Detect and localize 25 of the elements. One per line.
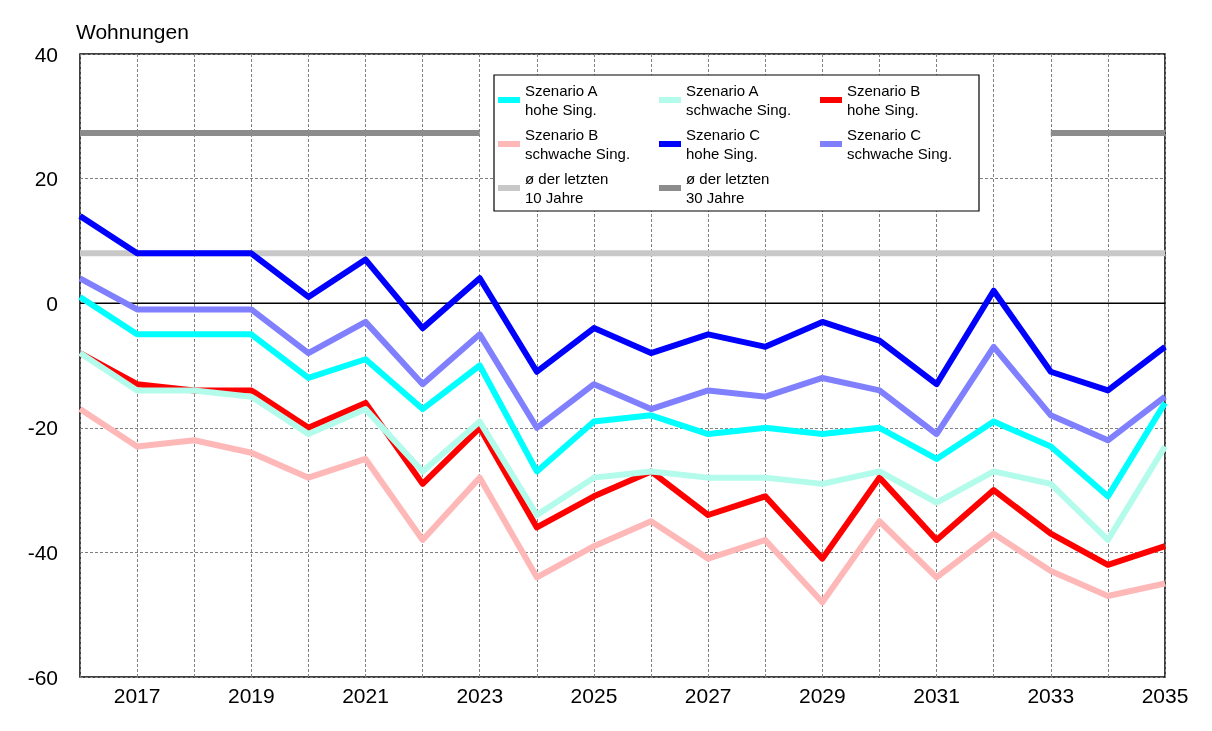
y-tick-label: 0 [46,291,58,315]
legend-label: Szenario C schwache Sing. [847,126,953,162]
y-tick-label: 40 [34,42,58,66]
legend-label: Szenario A schwache Sing. [686,82,792,118]
y-tick-label: -60 [27,665,58,689]
y-tick-label: -20 [27,416,58,440]
y-tick-label: 20 [34,167,58,191]
x-tick-label: 2019 [227,684,275,707]
legend-label: Szenario A hohe Sing. [525,82,598,118]
x-tick-label: 2029 [799,684,846,707]
x-tick-label: 2033 [1027,684,1075,707]
x-tick-label: 2023 [456,684,504,707]
legend-label: Szenario B schwache Sing. [525,126,631,162]
x-tick-label: 2021 [342,684,389,707]
x-tick-label: 2017 [113,684,161,707]
legend-label: ø der letzten 10 Jahre [525,170,609,206]
x-tick-label: 2031 [913,684,960,707]
x-tick-label: 2027 [684,684,732,707]
legend-label: Szenario C hohe Sing. [686,126,761,162]
x-tick-label: 2035 [1141,684,1189,707]
y-axis-title: Wohnungen [76,20,189,43]
legend-label: Szenario B hohe Sing. [847,82,921,118]
y-tick-label: -40 [27,540,58,564]
legend-label: ø der letzten 30 Jahre [686,170,770,206]
x-tick-label: 2025 [570,684,618,707]
